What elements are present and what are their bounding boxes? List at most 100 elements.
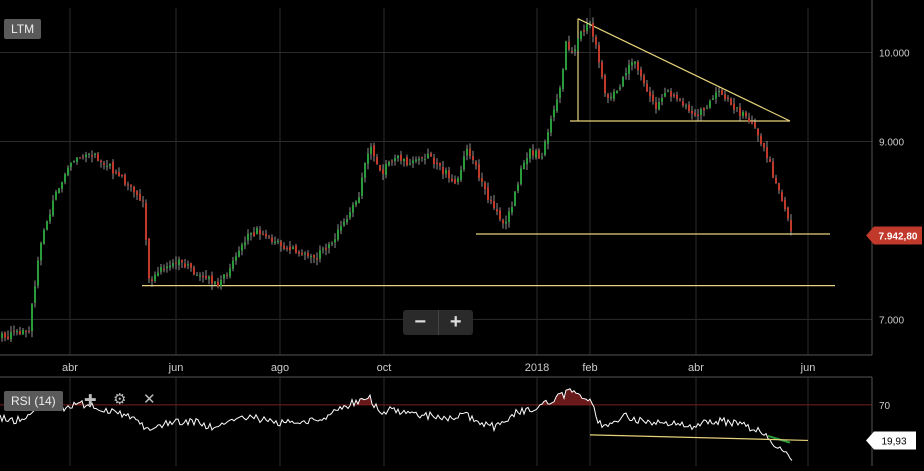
candle <box>586 18 588 35</box>
candle-body <box>673 95 675 97</box>
candle-body <box>100 160 102 163</box>
candle-body <box>247 234 249 241</box>
candle-body <box>364 163 366 178</box>
candle-body <box>151 279 153 282</box>
plus-icon[interactable]: ✚ <box>84 392 97 409</box>
candle <box>106 159 108 171</box>
candle <box>337 224 339 242</box>
candle-body <box>487 187 489 200</box>
candle <box>349 207 351 220</box>
candle-body <box>637 61 639 71</box>
candle <box>52 195 54 217</box>
candle <box>208 275 210 285</box>
candle <box>670 88 672 102</box>
candle <box>301 249 303 256</box>
candle <box>379 164 381 172</box>
zoom-in-button[interactable]: + <box>449 311 462 333</box>
candle <box>277 238 279 245</box>
candle-body <box>13 331 15 333</box>
candle <box>145 199 147 246</box>
candle <box>352 202 354 218</box>
candle-body <box>184 263 186 268</box>
candle-body <box>61 182 63 189</box>
candle-body <box>163 268 165 270</box>
candle <box>358 191 360 204</box>
candle <box>259 226 261 240</box>
candle-body <box>358 197 360 203</box>
candle-body <box>349 212 351 218</box>
candle-body <box>238 250 240 257</box>
candle <box>37 256 39 289</box>
candle <box>472 150 474 165</box>
candle-body <box>454 179 456 184</box>
candle-body <box>658 102 660 110</box>
candle-body <box>262 233 264 235</box>
candle <box>388 160 390 167</box>
candle-body <box>778 183 780 191</box>
candle-body <box>730 98 732 105</box>
candle-body <box>754 122 756 128</box>
candle <box>769 156 771 163</box>
candle <box>466 144 468 161</box>
candle <box>211 271 213 290</box>
candle-body <box>193 267 195 275</box>
candle-body <box>73 161 75 163</box>
candle <box>328 241 330 254</box>
close-icon[interactable]: ✕ <box>143 391 156 408</box>
candle-body <box>688 104 690 112</box>
candle <box>406 154 408 167</box>
candle-body <box>394 158 396 162</box>
candle <box>667 89 669 93</box>
candle <box>322 246 324 254</box>
candle-body <box>751 121 753 124</box>
candle <box>571 47 573 54</box>
candle <box>691 105 693 120</box>
candle-body <box>400 154 402 161</box>
candle-body <box>67 167 69 176</box>
candle-body <box>142 200 144 202</box>
candle-body <box>379 165 381 171</box>
candle-body <box>595 36 597 45</box>
candle <box>676 91 678 102</box>
candle-body <box>388 161 390 166</box>
zoom-out-button[interactable]: − <box>403 310 439 335</box>
candle-body <box>508 211 510 222</box>
candle <box>478 159 480 182</box>
candle <box>451 174 453 183</box>
candle <box>484 180 486 195</box>
candle <box>307 250 309 259</box>
candle-body <box>769 159 771 162</box>
candle <box>79 156 81 159</box>
candle <box>757 127 759 142</box>
candle-body <box>604 75 606 94</box>
candle-body <box>127 184 129 186</box>
candle-body <box>742 112 744 117</box>
candle-body <box>169 265 171 268</box>
candle-body <box>565 41 567 70</box>
candle-body <box>433 157 435 164</box>
candle-body <box>757 128 759 136</box>
candle-body <box>91 155 93 157</box>
gear-icon[interactable]: ⚙ <box>113 391 127 408</box>
candle-body <box>283 245 285 249</box>
candle <box>718 87 720 97</box>
candle-body <box>484 182 486 189</box>
candle-body <box>55 191 57 200</box>
candle <box>373 142 375 162</box>
candle <box>418 156 420 165</box>
candle-body <box>112 161 114 174</box>
candle <box>634 61 636 69</box>
candle <box>310 253 312 264</box>
candle-body <box>544 141 546 155</box>
candle <box>601 59 603 80</box>
candle-body <box>691 110 693 114</box>
candle-body <box>202 275 204 278</box>
zoom-controls: − + <box>403 310 473 335</box>
y-tick-label: 7.000 <box>879 315 904 326</box>
candle-body <box>22 330 24 335</box>
candle <box>700 107 702 121</box>
candle-body <box>133 186 135 193</box>
candle <box>238 246 240 258</box>
candle <box>70 162 72 171</box>
